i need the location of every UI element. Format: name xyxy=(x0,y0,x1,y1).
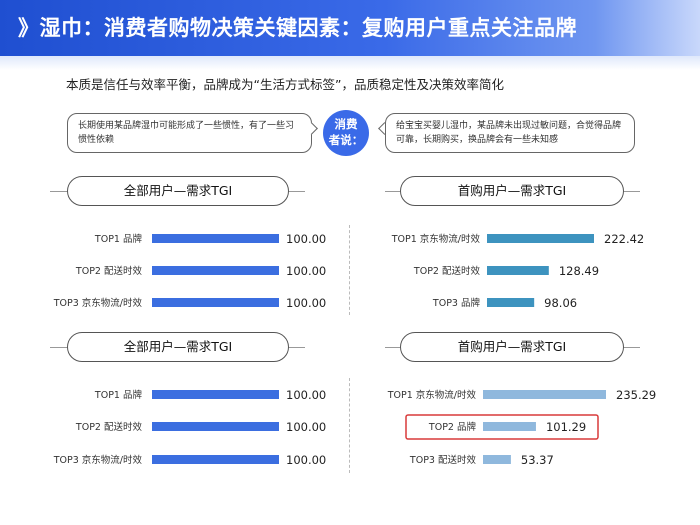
bar xyxy=(483,455,511,464)
quote-right: 给宝宝买婴儿湿巾，某品牌未出现过敏问题，合觉得品牌可靠，长期购买，换品牌会有一些… xyxy=(385,113,635,153)
panel-divider-top xyxy=(349,225,350,315)
category-label: TOP2 配送时效 xyxy=(75,265,143,277)
category-label: TOP3 京东物流/时效 xyxy=(53,454,143,466)
chart-title-3: 全部用户—需求TGI xyxy=(67,332,289,362)
bar xyxy=(483,422,536,431)
category-label: TOP3 京东物流/时效 xyxy=(53,297,143,309)
page-subtitle: 本质是信任与效率平衡，品牌成为“生活方式标签”，品质稳定性及决策效率简化 xyxy=(66,77,504,92)
bar xyxy=(152,234,279,243)
value-label: 100.00 xyxy=(286,420,326,434)
value-label: 101.29 xyxy=(546,420,586,434)
bar xyxy=(487,266,549,275)
chart-title-4: 首购用户—需求TGI xyxy=(400,332,624,362)
value-label: 100.00 xyxy=(286,232,326,246)
category-label: TOP2 品牌 xyxy=(428,421,477,433)
category-label: TOP1 京东物流/时效 xyxy=(391,233,481,245)
category-label: TOP1 品牌 xyxy=(94,389,143,401)
value-label: 222.42 xyxy=(604,232,644,246)
chart-title-1: 全部用户—需求TGI xyxy=(67,176,289,206)
bar xyxy=(487,234,594,243)
value-label: 235.29 xyxy=(616,388,656,402)
category-label: TOP2 配送时效 xyxy=(413,265,481,277)
consumer-badge-line2: 者说： xyxy=(328,133,364,147)
value-label: 53.37 xyxy=(521,453,554,467)
category-label: TOP2 配送时效 xyxy=(75,421,143,433)
page-title: 》湿巾：消费者购物决策关键因素：复购用户重点关注品牌 xyxy=(18,16,577,40)
value-label: 100.00 xyxy=(286,264,326,278)
category-label: TOP3 品牌 xyxy=(432,297,481,309)
bar xyxy=(152,390,279,399)
value-label: 100.00 xyxy=(286,296,326,310)
header-banner xyxy=(0,0,700,56)
panel-divider-bottom xyxy=(349,378,350,473)
bar xyxy=(483,390,606,399)
value-label: 128.49 xyxy=(559,264,599,278)
category-label: TOP3 配送时效 xyxy=(409,454,477,466)
highlight-box xyxy=(405,414,599,440)
bar xyxy=(152,455,279,464)
value-label: 100.00 xyxy=(286,388,326,402)
header-fade xyxy=(0,56,700,70)
category-label: TOP1 京东物流/时效 xyxy=(387,389,477,401)
consumer-badge-line1: 消费 xyxy=(334,117,358,131)
bar xyxy=(487,298,535,307)
quote-left: 长期使用某品牌湿巾可能形成了一些惯性，有了一些习惯性依赖 xyxy=(67,113,312,153)
chart-title-2: 首购用户—需求TGI xyxy=(400,176,624,206)
bar xyxy=(152,298,279,307)
value-label: 98.06 xyxy=(544,296,577,310)
bar xyxy=(152,422,279,431)
category-label: TOP1 品牌 xyxy=(94,233,143,245)
consumer-badge: 消费 者说： xyxy=(323,110,369,156)
bar xyxy=(152,266,279,275)
value-label: 100.00 xyxy=(286,453,326,467)
